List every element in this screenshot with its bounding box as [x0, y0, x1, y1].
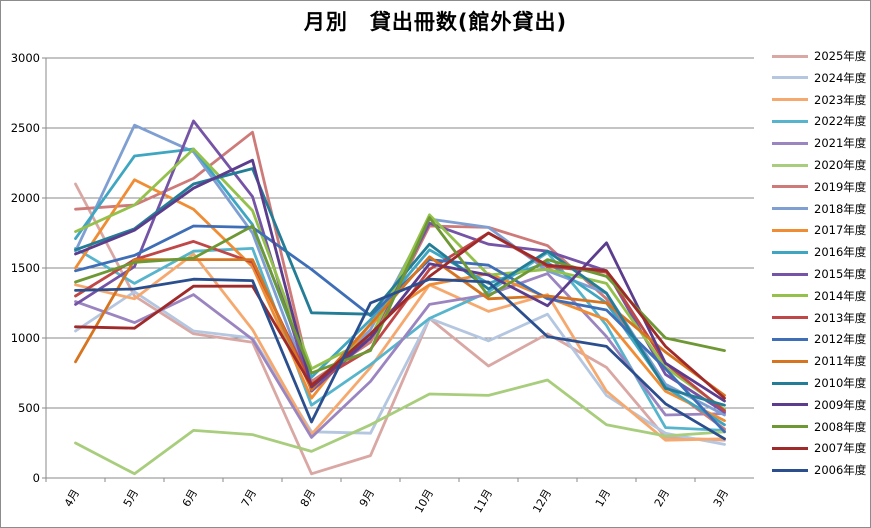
legend-item: 2019年度	[772, 179, 866, 195]
series-line	[74, 216, 726, 375]
series-lines	[74, 119, 726, 476]
legend-item: 2020年度	[772, 157, 866, 173]
legend-swatch	[772, 316, 808, 320]
grid-lines	[42, 57, 754, 482]
series-line	[74, 277, 726, 441]
x-tick-label: 8月	[298, 487, 318, 509]
legend-label: 2006年度	[814, 463, 867, 478]
series-line	[74, 290, 726, 446]
series-line	[74, 182, 726, 476]
x-tick-label: 1月	[593, 487, 613, 509]
chart-title: 月別 貸出冊数(館外貸出)	[303, 10, 568, 34]
legend-label: 2012年度	[814, 332, 867, 347]
legend-item: 2010年度	[772, 375, 866, 391]
legend-label: 2022年度	[814, 114, 867, 129]
legend-label: 2018年度	[814, 201, 867, 216]
legend-swatch	[772, 250, 808, 254]
x-tick-label: 10月	[412, 487, 436, 515]
legend-item: 2012年度	[772, 331, 866, 347]
legend-label: 2020年度	[814, 158, 867, 172]
legend-label: 2014年度	[814, 288, 867, 303]
axes	[45, 58, 754, 479]
legend-label: 2009年度	[814, 397, 867, 412]
legend-swatch	[772, 403, 808, 407]
legend-label: 2010年度	[814, 376, 867, 390]
legend-label: 2007年度	[814, 441, 867, 456]
legend-swatch	[772, 163, 808, 167]
legend-label: 2021年度	[814, 136, 867, 151]
legend-swatch	[772, 468, 808, 472]
legend-item: 2007年度	[772, 440, 866, 456]
legend-swatch	[772, 425, 808, 429]
series-line	[74, 231, 726, 400]
legend-swatch	[772, 359, 808, 363]
legend-swatch	[772, 381, 808, 385]
y-tick-label: 2500	[11, 121, 40, 135]
legend-item: 2017年度	[772, 222, 866, 238]
legend-item: 2006年度	[772, 462, 866, 478]
legend-swatch	[772, 185, 808, 189]
x-tick-label: 5月	[121, 487, 141, 509]
legend-label: 2017年度	[814, 223, 867, 238]
y-tick-label: 2000	[11, 191, 40, 205]
legend-item: 2014年度	[772, 288, 866, 304]
y-tick-label: 0	[33, 471, 40, 485]
series-line	[74, 378, 726, 476]
legend-swatch	[772, 98, 808, 102]
legend-item: 2022年度	[772, 113, 866, 129]
legend-item: 2021年度	[772, 135, 866, 151]
x-tick-label: 4月	[62, 487, 82, 509]
series-line	[74, 147, 726, 411]
legend-swatch	[772, 141, 808, 145]
x-tick-label: 11月	[471, 487, 495, 515]
legend-swatch	[772, 228, 808, 232]
x-tick-label: 9月	[357, 487, 377, 509]
y-tick-label: 1500	[11, 261, 40, 275]
series-line	[74, 252, 726, 442]
legend-label: 2011年度	[814, 354, 867, 369]
x-tick-label: 12月	[530, 487, 554, 515]
y-tick-label: 500	[18, 401, 40, 415]
legend-label: 2008年度	[814, 419, 867, 434]
legend-item: 2015年度	[772, 266, 866, 282]
legend-swatch	[772, 54, 808, 58]
legend-swatch	[772, 337, 808, 341]
legend-label: 2024年度	[814, 70, 867, 85]
legend-item: 2008年度	[772, 419, 866, 435]
legend-item: 2025年度	[772, 48, 866, 64]
series-line	[74, 272, 726, 439]
x-tick-label: 7月	[239, 487, 259, 509]
legend-item: 2009年度	[772, 397, 866, 413]
y-axis-tick-labels: 0 500 1000 1500 2000 2500 3000	[11, 51, 40, 485]
legend-item: 2023年度	[772, 92, 866, 108]
legend-item: 2013年度	[772, 310, 866, 326]
legend-swatch	[772, 76, 808, 80]
legend-swatch	[772, 446, 808, 450]
legend-item: 2024年度	[772, 70, 866, 86]
series-line	[74, 119, 726, 414]
legend-label: 2016年度	[814, 245, 867, 260]
legend-item: 2016年度	[772, 244, 866, 260]
legend-swatch	[772, 207, 808, 211]
legend-swatch	[772, 272, 808, 276]
y-tick-label: 3000	[11, 51, 40, 65]
legend-label: 2023年度	[814, 92, 867, 107]
legend-swatch	[772, 119, 808, 123]
x-tick-label: 2月	[652, 487, 672, 509]
x-tick-label: 6月	[180, 487, 200, 509]
legend-item: 2018年度	[772, 201, 866, 217]
legend-item: 2011年度	[772, 353, 866, 369]
x-tick-label: 3月	[711, 487, 731, 509]
x-axis-tick-labels: 4月 5月 6月 7月 8月 9月 10月 11月 12月 1月 2月 3月	[62, 487, 731, 515]
legend-label: 2013年度	[814, 310, 867, 325]
legend-label: 2015年度	[814, 267, 867, 281]
y-tick-label: 1000	[11, 331, 40, 345]
legend-swatch	[772, 294, 808, 298]
legend-label: 2019年度	[814, 179, 867, 194]
series-line	[74, 167, 726, 407]
series-line	[74, 224, 726, 434]
legend-label: 2025年度	[814, 49, 867, 63]
series-line	[74, 158, 726, 403]
